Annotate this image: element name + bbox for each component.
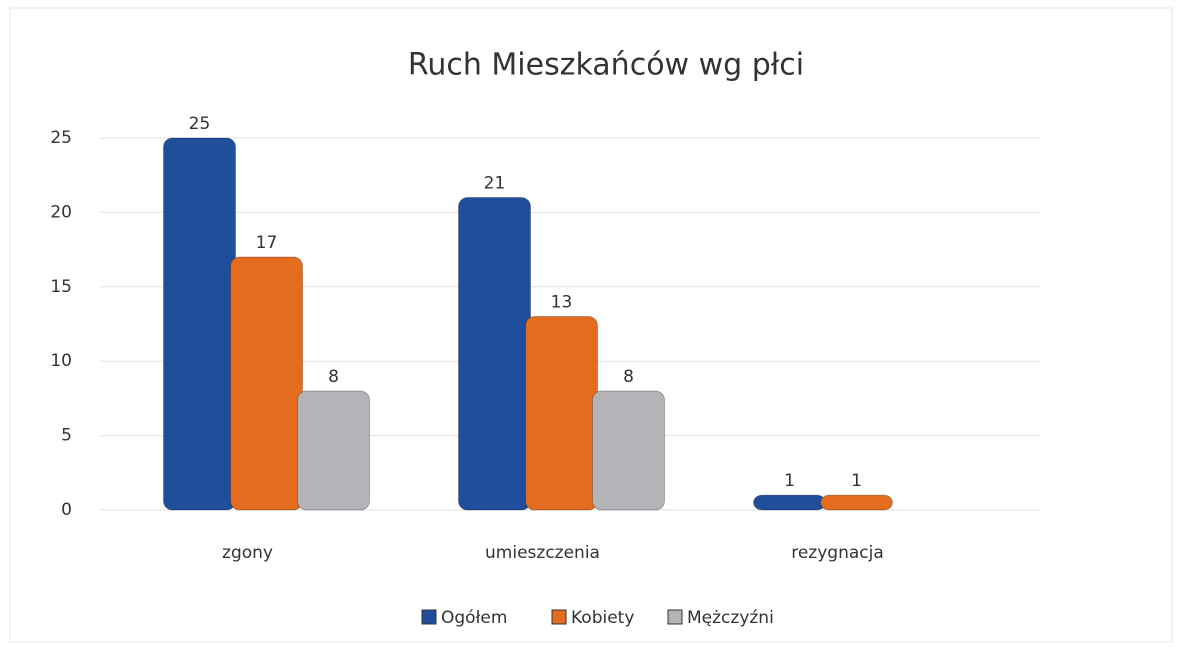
- x-tick-label: rezygnacja: [791, 543, 884, 563]
- data-label: 1: [851, 471, 862, 491]
- data-label: 13: [551, 293, 573, 313]
- legend-label: Mężczyźni: [687, 608, 774, 628]
- bar: [753, 494, 826, 511]
- data-label: 1: [784, 471, 795, 491]
- legend-swatch: [421, 609, 437, 625]
- data-label: 21: [484, 174, 506, 194]
- bar: [163, 137, 236, 511]
- legend-swatch: [667, 609, 683, 625]
- y-tick-label: 20: [50, 202, 72, 222]
- y-tick-label: 5: [61, 426, 72, 446]
- chart-title: Ruch Mieszkańców wg płci: [408, 48, 804, 83]
- bar: [592, 390, 665, 511]
- y-tick-label: 0: [61, 500, 72, 520]
- x-tick-label: zgony: [222, 543, 273, 563]
- legend-swatch: [551, 609, 567, 625]
- y-tick-label: 15: [50, 277, 72, 297]
- x-tick-label: umieszczenia: [485, 543, 600, 563]
- bar: [525, 316, 598, 511]
- data-label: 25: [189, 114, 211, 134]
- y-tick-label: 25: [50, 128, 72, 148]
- legend-label: Kobiety: [571, 608, 634, 628]
- y-tick-label: 10: [50, 351, 72, 371]
- bar: [230, 256, 303, 511]
- legend-label: Ogółem: [441, 608, 507, 628]
- data-label: 8: [623, 367, 634, 387]
- bar: [458, 197, 531, 511]
- data-label: 17: [256, 233, 278, 253]
- chart-border: [9, 7, 1173, 643]
- bar: [820, 494, 893, 511]
- bar: [297, 390, 370, 511]
- data-label: 8: [328, 367, 339, 387]
